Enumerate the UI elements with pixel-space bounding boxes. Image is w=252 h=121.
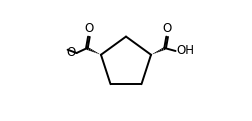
Text: O: O	[67, 46, 76, 59]
Text: OH: OH	[176, 45, 194, 57]
Text: O: O	[163, 22, 172, 35]
Text: O: O	[84, 22, 93, 35]
